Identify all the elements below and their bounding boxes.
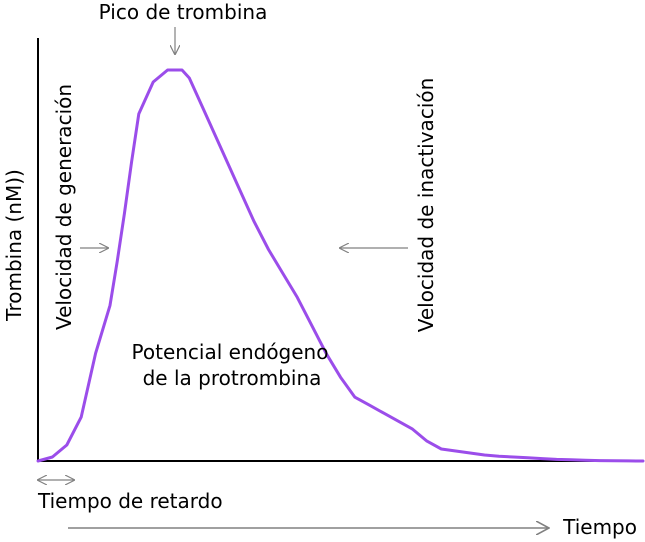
generation-rate-label: Velocidad de generación	[52, 84, 76, 330]
lag-time-label: Tiempo de retardo	[37, 489, 223, 513]
x-axis-label: Tiempo	[562, 515, 637, 539]
y-axis-label: Trombina (nM))	[2, 169, 26, 322]
peak-label: Pico de trombina	[99, 0, 268, 24]
etp-label-line1: Potencial endógeno	[132, 340, 329, 364]
etp-label-line2: de la protrombina	[143, 366, 322, 390]
thrombin-curve-line	[36, 68, 645, 463]
inactivation-rate-label: Velocidad de inactivación	[414, 78, 438, 333]
